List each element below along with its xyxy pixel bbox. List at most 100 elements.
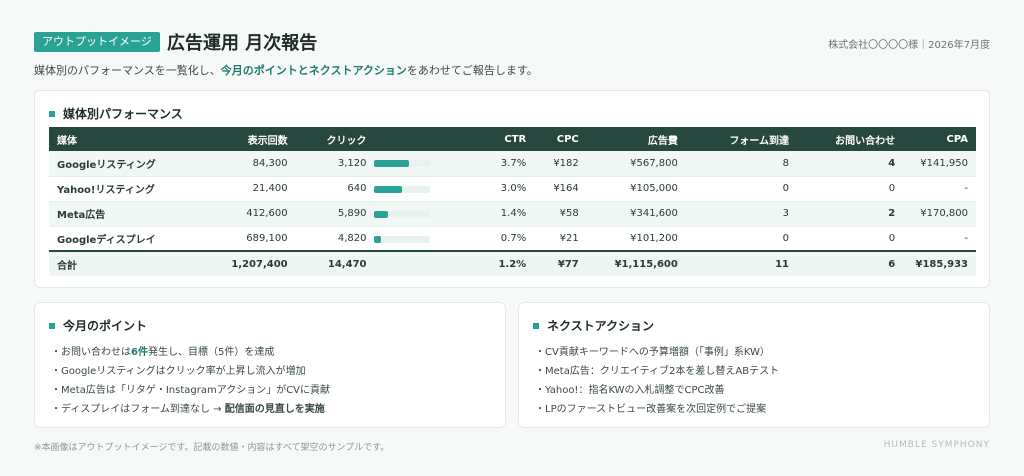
table-header-row: 媒体 表示回数 クリック CTR CPC 広告費 フォーム到達 お問い合わせ C…: [49, 127, 976, 151]
total-cpc: ¥77: [534, 250, 587, 276]
col-impressions: 表示回数: [210, 127, 296, 151]
impressions: 412,600: [210, 201, 296, 227]
point-text: ・お問い合わせは: [51, 347, 131, 358]
form-reach: 8: [685, 151, 798, 177]
list-item: ・ディスプレイはフォーム到達なし → 配信面の見直しを実施: [51, 400, 330, 419]
cost: ¥567,800: [586, 151, 686, 177]
col-form: フォーム到達: [685, 127, 798, 151]
performance-title-text: 媒体別パフォーマンス: [63, 107, 183, 121]
actions-title-text: ネクストアクション: [547, 319, 655, 333]
col-cost: 広告費: [586, 127, 686, 151]
total-ctr-bar-cell: [374, 250, 448, 276]
clicks: 640: [295, 176, 375, 202]
ctr: 1.4%: [447, 201, 535, 227]
inquiries: 0: [797, 176, 904, 202]
point-text: ・Meta広告は「リタゲ・Instagramアクション」がCVに貢献: [51, 385, 331, 396]
ctr-bar: [374, 185, 431, 193]
point-highlight: 6件: [131, 347, 148, 358]
subtitle-pre: 媒体別のパフォーマンスを一覧化し、: [34, 64, 221, 77]
clicks: 5,890: [295, 201, 375, 227]
impressions: 84,300: [210, 151, 296, 177]
actions-title: ネクストアクション: [533, 317, 654, 334]
cpc: ¥58: [534, 201, 587, 227]
points-title-text: 今月のポイント: [63, 319, 148, 333]
list-item: ・Meta広告は「リタゲ・Instagramアクション」がCVに貢献: [51, 381, 330, 400]
report-header: アウトプットイメージ 広告運用 月次報告 株式会社〇〇〇〇様｜2026年7月度: [34, 28, 990, 58]
col-inquiry: お問い合わせ: [797, 127, 904, 151]
section-marker-icon: [533, 322, 539, 329]
list-item: ・Yahoo!：指名KWの入札調整でCPC改善: [535, 385, 725, 396]
ctr-bar: [374, 235, 431, 243]
ctr-bar-fill: [374, 210, 388, 218]
section-marker-icon: [49, 322, 55, 329]
total-impressions: 1,207,400: [210, 250, 296, 276]
table-row: Googleディスプレイ 689,100 4,820 0.7% ¥21 ¥101…: [49, 226, 976, 252]
total-cpa: ¥185,933: [903, 250, 976, 276]
performance-title: 媒体別パフォーマンス: [49, 105, 183, 122]
form-reach: 3: [685, 201, 798, 227]
footer-note: ※本画像はアウトプットイメージです。記載の数値・内容はすべて架空のサンプルです。: [34, 443, 390, 453]
media-name: Googleディスプレイ: [49, 226, 211, 252]
impressions: 689,100: [210, 226, 296, 252]
total-ctr: 1.2%: [447, 250, 535, 276]
subtitle-post: をあわせてご報告します。: [406, 64, 538, 77]
col-cpa: CPA: [903, 127, 976, 151]
cpc: ¥164: [534, 176, 587, 202]
total-label: 合計: [49, 250, 211, 276]
table-row: Meta広告 412,600 5,890 1.4% ¥58 ¥341,600 3…: [49, 201, 976, 227]
cpa: ¥141,950: [903, 151, 976, 177]
media-name: Yahoo!リスティング: [49, 176, 211, 202]
brand-logo: HUMBLE SYMPHONY: [883, 440, 990, 450]
table-row: Yahoo!リスティング 21,400 640 3.0% ¥164 ¥105,0…: [49, 176, 976, 202]
form-reach: 0: [685, 226, 798, 252]
cost: ¥105,000: [586, 176, 686, 202]
cost: ¥341,600: [586, 201, 686, 227]
ctr-bar: [374, 210, 431, 218]
total-row: 合計 1,207,400 14,470 1.2% ¥77 ¥1,115,600 …: [49, 250, 976, 276]
cpa: -: [903, 176, 976, 202]
cpa: ¥170,800: [903, 201, 976, 227]
ctr-bar: [374, 160, 431, 167]
ctr-bar-fill: [374, 235, 382, 243]
clicks: 3,120: [295, 151, 375, 177]
ctr-bar-cell: [374, 226, 448, 252]
list-item: ・CV貢献キーワードへの予算増額（「事例」系KW）: [535, 347, 770, 358]
total-inquiries: 6: [797, 250, 904, 276]
ctr-bar-fill: [374, 185, 403, 193]
col-media: 媒体: [49, 127, 211, 151]
ctr-bar-fill: [374, 160, 410, 167]
total-clicks: 14,470: [295, 250, 375, 276]
ctr: 3.7%: [447, 151, 535, 177]
page-subtitle: 媒体別のパフォーマンスを一覧化し、今月のポイントとネクストアクションをあわせてご…: [34, 62, 538, 78]
media-name: Googleリスティング: [49, 151, 211, 177]
section-marker-icon: [49, 110, 55, 117]
cpa: -: [903, 226, 976, 252]
inquiries: 2: [797, 201, 904, 227]
page-title: 広告運用 月次報告: [167, 33, 318, 54]
ctr: 3.0%: [447, 176, 535, 202]
total-form-reach: 11: [685, 250, 798, 276]
col-ctr: CTR: [447, 127, 535, 151]
points-title: 今月のポイント: [49, 317, 147, 334]
ctr-bar-cell: [374, 151, 448, 177]
table-row: Googleリスティング 84,300 3,120 3.7% ¥182 ¥567…: [49, 151, 976, 177]
points-list: ・お問い合わせは6件発生し、目標（5件）を達成 ・Googleリスティングはクリ…: [51, 343, 330, 419]
actions-list: ・CV貢献キーワードへの予算増額（「事例」系KW） ・Meta広告：クリエイティ…: [535, 343, 779, 419]
list-item: ・LPのファーストビュー改善案を次回定例でご提案: [535, 404, 767, 415]
list-item: ・お問い合わせは6件発生し、目標（5件）を達成: [51, 343, 330, 362]
client-period: 株式会社〇〇〇〇様｜2026年7月度: [828, 40, 990, 51]
ctr-bar-cell: [374, 176, 448, 202]
point-text-post: 発生し、目標（5件）を達成: [147, 347, 275, 358]
media-name: Meta広告: [49, 201, 211, 227]
impressions: 21,400: [210, 176, 296, 202]
cpc: ¥21: [534, 226, 587, 252]
inquiries: 4: [797, 151, 904, 177]
point-text: ・ディスプレイはフォーム到達なし →: [51, 404, 225, 415]
output-image-badge: アウトプットイメージ: [34, 32, 160, 52]
ctr-bar-cell: [374, 201, 448, 227]
col-clicks: クリック: [295, 127, 375, 151]
form-reach: 0: [685, 176, 798, 202]
monthly-points-card: 今月のポイント ・お問い合わせは6件発生し、目標（5件）を達成 ・Googleリ…: [34, 302, 506, 428]
list-item: ・Googleリスティングはクリック率が上昇し流入が増加: [51, 362, 330, 381]
clicks: 4,820: [295, 226, 375, 252]
